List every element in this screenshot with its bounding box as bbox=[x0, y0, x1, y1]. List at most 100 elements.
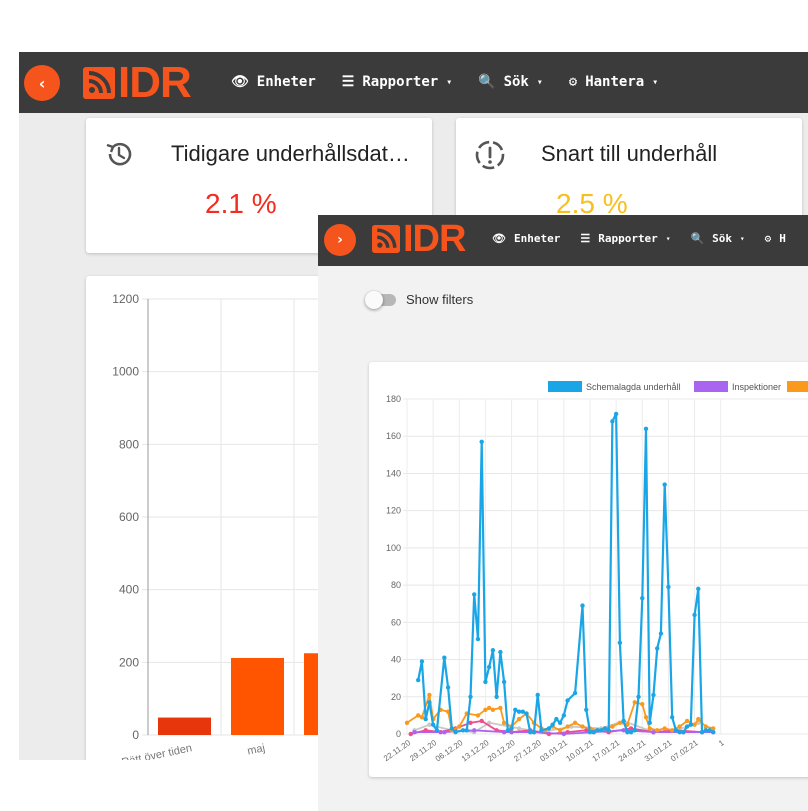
bar bbox=[158, 717, 211, 735]
data-point bbox=[561, 731, 567, 737]
y-tick-label: 180 bbox=[386, 394, 401, 404]
data-point bbox=[486, 705, 492, 711]
data-point bbox=[669, 715, 675, 720]
data-point bbox=[688, 722, 694, 727]
data-point bbox=[711, 729, 716, 735]
nav-item-rapporter[interactable]: ☰ Rapporter ▾ bbox=[342, 74, 452, 90]
data-point bbox=[550, 722, 555, 727]
list-icon: ☰ bbox=[341, 74, 355, 90]
y-tick-label: 0 bbox=[132, 728, 139, 742]
gear-icon: ⚙ bbox=[568, 74, 578, 90]
data-point bbox=[647, 726, 652, 731]
data-point bbox=[658, 631, 664, 636]
data-point bbox=[669, 728, 675, 733]
y-tick-label: 160 bbox=[386, 431, 401, 441]
data-point bbox=[501, 679, 507, 685]
data-point bbox=[677, 729, 682, 735]
legend-label: Inspektioner bbox=[732, 382, 781, 392]
show-filters-label: Show filters bbox=[406, 292, 474, 307]
x-tick-label: maj bbox=[246, 742, 266, 757]
data-point bbox=[595, 728, 600, 733]
y-tick-label: 80 bbox=[391, 580, 401, 590]
data-point bbox=[516, 716, 522, 722]
data-point bbox=[557, 728, 563, 733]
data-point bbox=[490, 648, 496, 653]
caret-down-icon: ▾ bbox=[446, 76, 453, 88]
nav-item-label: Rapporter bbox=[598, 232, 658, 245]
kpi-value: 2.1 % bbox=[205, 188, 277, 219]
data-point bbox=[479, 439, 484, 445]
x-tick-label: 13.12.20 bbox=[460, 738, 491, 764]
data-point bbox=[419, 659, 425, 664]
data-point bbox=[662, 726, 667, 731]
expand-sidebar-button[interactable]: › bbox=[324, 224, 356, 256]
idr-logo[interactable]: IDR bbox=[83, 58, 192, 107]
data-point bbox=[486, 664, 492, 670]
y-tick-label: 20 bbox=[391, 692, 401, 702]
brand-name: IDR bbox=[118, 58, 192, 107]
data-point bbox=[591, 729, 596, 735]
x-tick-label: 17.01.21 bbox=[591, 738, 622, 764]
data-point bbox=[468, 694, 473, 699]
data-point bbox=[475, 713, 481, 718]
data-point bbox=[408, 731, 413, 737]
data-point bbox=[427, 700, 432, 705]
legend-swatch bbox=[787, 381, 808, 392]
data-point bbox=[625, 729, 630, 735]
y-tick-label: 800 bbox=[119, 437, 139, 451]
data-point bbox=[628, 726, 634, 731]
nav-item-enheter[interactable]: 👁 Enheter bbox=[492, 232, 560, 245]
kpi-value: 2.5 % bbox=[556, 188, 628, 219]
data-point bbox=[655, 646, 660, 651]
nav-item-hantera[interactable]: ⚙ Hantera ▾ bbox=[569, 74, 658, 90]
data-point bbox=[621, 728, 626, 733]
nav-item-label: Hantera bbox=[585, 74, 645, 90]
collapse-sidebar-button[interactable]: ‹ bbox=[24, 65, 60, 101]
data-point bbox=[412, 729, 417, 735]
data-point bbox=[516, 726, 522, 731]
data-point bbox=[498, 649, 503, 655]
nav-item-label: Enheter bbox=[513, 232, 561, 245]
nav-item-label: Sök bbox=[503, 74, 529, 90]
bar bbox=[231, 657, 284, 735]
data-point bbox=[617, 720, 623, 726]
data-point bbox=[621, 718, 626, 724]
legend-swatch bbox=[694, 381, 728, 392]
series-line bbox=[406, 694, 714, 732]
brand-name: IDR bbox=[403, 218, 466, 260]
show-filters-toggle[interactable] bbox=[365, 290, 396, 309]
data-point bbox=[580, 603, 585, 608]
kpi-title: Tidigare underhållsdat… bbox=[171, 141, 410, 166]
data-point bbox=[509, 726, 514, 731]
data-point bbox=[692, 722, 697, 727]
data-point bbox=[696, 716, 701, 722]
data-point bbox=[419, 715, 425, 720]
data-point bbox=[640, 595, 645, 601]
nav-item-rapporter[interactable]: ☰ Rapporter ▾ bbox=[580, 232, 670, 245]
caret-down-icon: ▾ bbox=[652, 76, 659, 88]
x-tick-label: 22.11.20 bbox=[382, 738, 413, 763]
x-tick-label: 31.01.21 bbox=[643, 738, 674, 764]
x-tick-label: 27.12.20 bbox=[512, 738, 543, 764]
data-point bbox=[427, 722, 432, 727]
data-point bbox=[692, 612, 697, 618]
data-point bbox=[494, 694, 499, 699]
data-point bbox=[617, 640, 623, 646]
nav-item-sok[interactable]: 🔍 Sök ▾ bbox=[690, 232, 744, 245]
data-point bbox=[610, 419, 615, 424]
caret-down-icon: ▾ bbox=[740, 234, 745, 243]
nav-item-enheter[interactable]: 👁 Enheter bbox=[231, 74, 316, 90]
nav-item-hantera[interactable]: ⚙ H bbox=[765, 232, 786, 245]
data-point bbox=[483, 679, 488, 685]
data-point bbox=[684, 718, 690, 724]
idr-logo[interactable]: IDR bbox=[372, 218, 466, 260]
data-point bbox=[404, 720, 410, 726]
nav-item-sok[interactable]: 🔍 Sök ▾ bbox=[478, 74, 543, 90]
data-point bbox=[513, 707, 518, 713]
x-tick-label: Rätt över tiden bbox=[121, 742, 193, 760]
list-icon: ☰ bbox=[580, 232, 591, 245]
data-point bbox=[643, 715, 649, 720]
data-point bbox=[561, 713, 567, 718]
data-point bbox=[546, 726, 552, 731]
data-point bbox=[643, 426, 649, 431]
